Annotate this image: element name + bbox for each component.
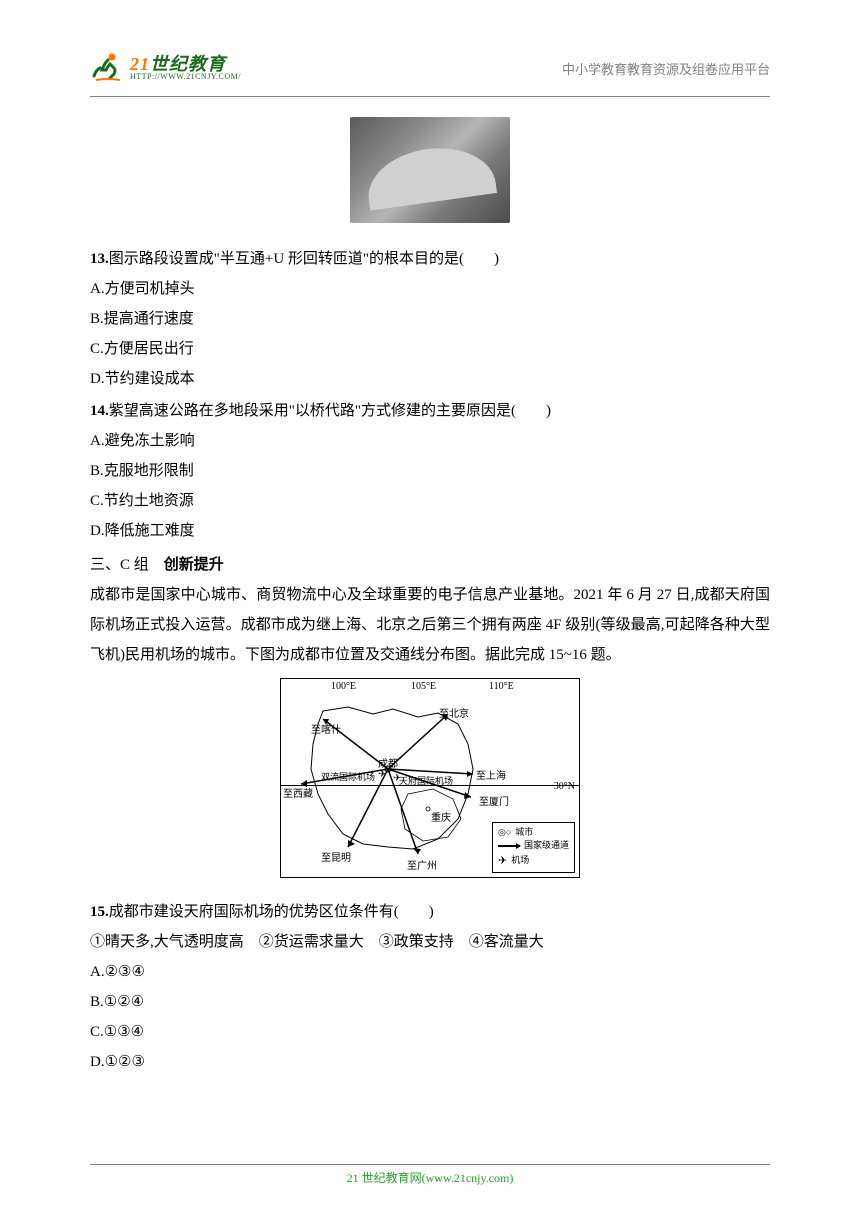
q13-option-c[interactable]: C.方便居民出行	[90, 334, 770, 364]
dest-kunming: 至昆明	[321, 849, 351, 869]
city-chongqing: 重庆	[431, 809, 451, 829]
legend-city-label: 城市	[515, 826, 533, 840]
q13-option-a[interactable]: A.方便司机掉头	[90, 274, 770, 304]
section-c-passage: 成都市是国家中心城市、商贸物流中心及全球重要的电子信息产业基地。2021 年 6…	[90, 580, 770, 670]
city-shuangliu: 双流国际机场	[321, 768, 375, 786]
q13-stem: 13.图示路段设置成"半互通+U 形回转匝道"的根本目的是( )	[90, 244, 770, 274]
legend-city-icon: ◎○	[498, 826, 511, 840]
legend-airport-icon: ✈	[498, 853, 507, 870]
logo: 21世纪教育 HTTP://WWW.21CNJY.COM/	[90, 50, 241, 86]
q14-option-a[interactable]: A.避免冻土影响	[90, 426, 770, 456]
q13-number: 13.	[90, 251, 109, 267]
dest-guangzhou: 至广州	[407, 857, 437, 877]
lon-110e: 110°E	[489, 677, 514, 697]
highway-photo-figure	[90, 117, 770, 234]
q14-stem: 14.紫望高速公路在多地段采用"以桥代路"方式修建的主要原因是( )	[90, 396, 770, 426]
logo-accent: 21	[130, 54, 150, 74]
legend-city: ◎○ 城市	[498, 826, 569, 840]
lon-100e: 100°E	[331, 677, 356, 697]
page-content: 13.图示路段设置成"半互通+U 形回转匝道"的根本目的是( ) A.方便司机掉…	[90, 117, 770, 1077]
city-tianfu: 天府国际机场	[399, 772, 453, 790]
chengdu-map: 100°E 105°E 110°E 30°N ✈ ✈ 至	[280, 678, 580, 878]
dest-kashi: 至喀什	[311, 721, 341, 741]
city-chengdu: 成都	[378, 755, 398, 775]
legend-channel: 国家级通道	[498, 839, 569, 853]
legend-arrow-icon	[498, 845, 520, 847]
logo-runner-icon	[90, 50, 126, 86]
legend-channel-label: 国家级通道	[524, 839, 569, 853]
legend-airport: ✈ 机场	[498, 853, 569, 870]
legend-airport-label: 机场	[511, 854, 529, 868]
section-c-heading: 三、C 组 创新提升	[90, 550, 770, 580]
q14-option-b[interactable]: B.克服地形限制	[90, 456, 770, 486]
page-header: 21世纪教育 HTTP://WWW.21CNJY.COM/ 中小学教育教育资源及…	[90, 50, 770, 86]
logo-url: HTTP://WWW.21CNJY.COM/	[130, 73, 241, 81]
q15-stem: 15.成都市建设天府国际机场的优势区位条件有( )	[90, 897, 770, 927]
section-c-bold: 创新提升	[164, 557, 224, 573]
q15-statements: ①晴天多,大气透明度高 ②货运需求量大 ③政策支持 ④客流量大	[90, 927, 770, 957]
q14-option-c[interactable]: C.节约土地资源	[90, 486, 770, 516]
map-legend: ◎○ 城市 国家级通道 ✈ 机场	[492, 822, 575, 874]
dest-beijing: 至北京	[439, 705, 469, 725]
q14-option-d[interactable]: D.降低施工难度	[90, 516, 770, 546]
q15-option-b[interactable]: B.①②④	[90, 987, 770, 1017]
section-c-label: 三、C 组	[90, 557, 164, 573]
q14-text: 紫望高速公路在多地段采用"以桥代路"方式修建的主要原因是( )	[109, 403, 551, 419]
footer-text: 21 世纪教育网(www.21cnjy.com)	[90, 1169, 770, 1186]
lat-30n: 30°N	[554, 777, 575, 797]
map-figure: 100°E 105°E 110°E 30°N ✈ ✈ 至	[90, 678, 770, 889]
logo-text: 21世纪教育 HTTP://WWW.21CNJY.COM/	[130, 55, 241, 81]
q15-number: 15.	[90, 904, 109, 920]
q15-option-d[interactable]: D.①②③	[90, 1047, 770, 1077]
footer-divider	[90, 1164, 770, 1165]
page-footer: 21 世纪教育网(www.21cnjy.com)	[90, 1164, 770, 1186]
q15-text: 成都市建设天府国际机场的优势区位条件有( )	[109, 904, 434, 920]
q15-option-c[interactable]: C.①③④	[90, 1017, 770, 1047]
dest-xizang: 至西藏	[283, 785, 313, 805]
lon-105e: 105°E	[411, 677, 436, 697]
logo-main-text: 21世纪教育	[130, 55, 241, 73]
highway-photo	[350, 117, 510, 223]
q13-option-b[interactable]: B.提高通行速度	[90, 304, 770, 334]
q13-text: 图示路段设置成"半互通+U 形回转匝道"的根本目的是( )	[109, 251, 499, 267]
q13-option-d[interactable]: D.节约建设成本	[90, 364, 770, 394]
dest-shanghai: 至上海	[476, 767, 506, 787]
dest-xiamen: 至厦门	[479, 793, 509, 813]
q14-number: 14.	[90, 403, 109, 419]
logo-rest: 世纪教育	[150, 54, 226, 74]
header-divider	[90, 96, 770, 97]
q15-option-a[interactable]: A.②③④	[90, 957, 770, 987]
header-platform-label: 中小学教育教育资源及组卷应用平台	[562, 59, 770, 78]
